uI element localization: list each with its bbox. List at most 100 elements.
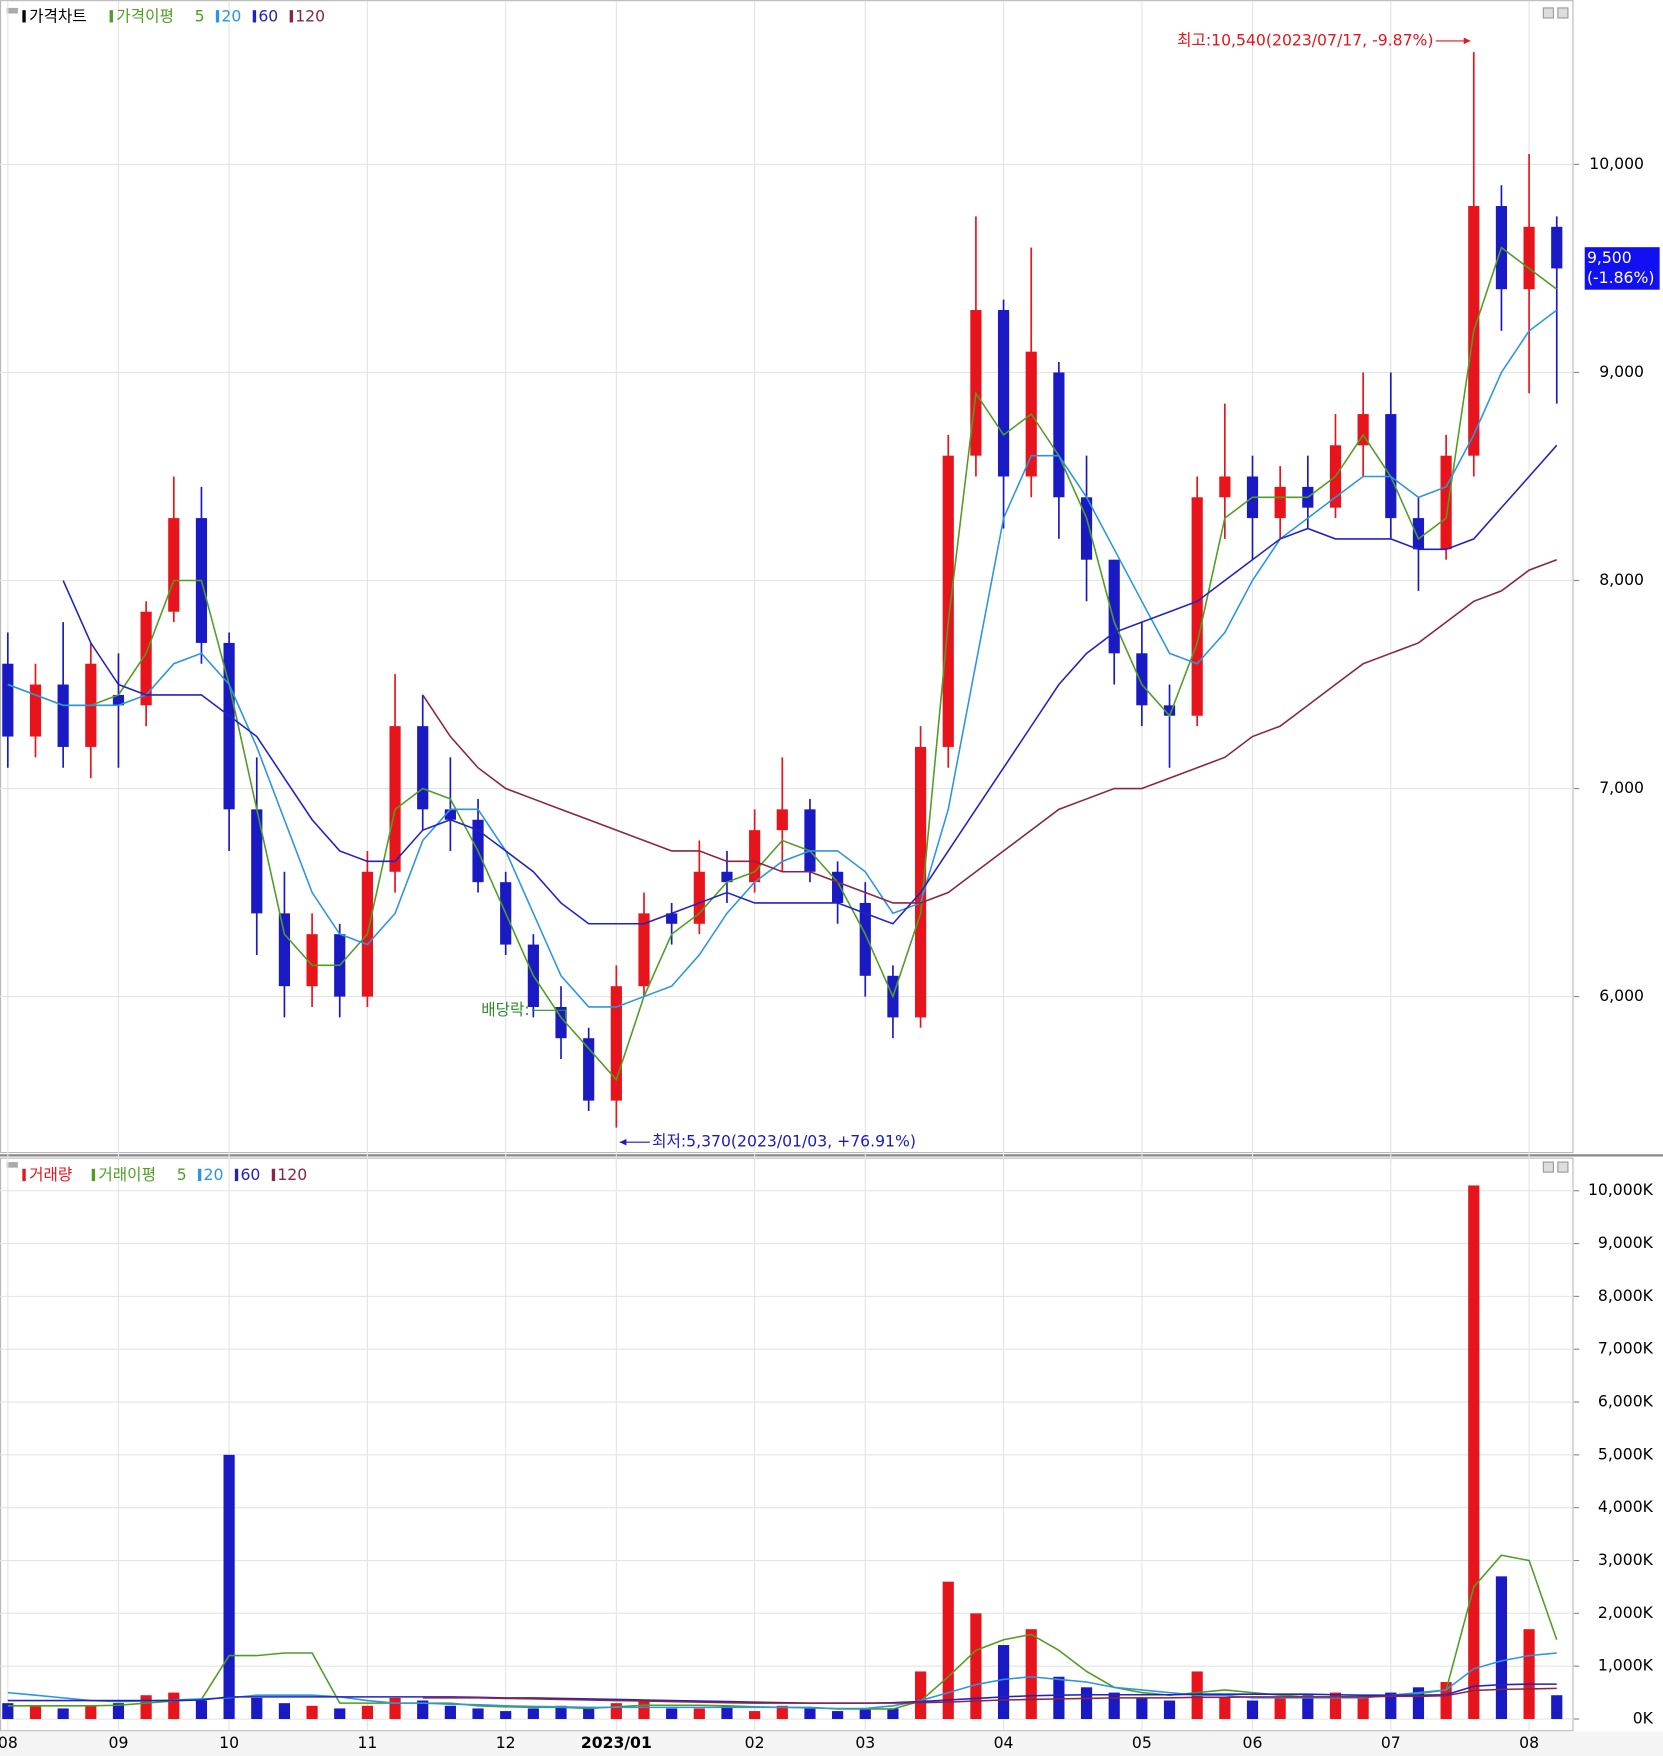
legend-ma-title: 거래이평 bbox=[98, 1165, 156, 1184]
legend-handle bbox=[6, 1162, 18, 1168]
y-tick-label: 1,000K bbox=[1598, 1656, 1654, 1675]
y-tick-label: 7,000K bbox=[1598, 1339, 1654, 1358]
x-tick-label: 02 bbox=[745, 1733, 765, 1752]
volume-bar bbox=[721, 1705, 733, 1720]
last-price-box bbox=[1584, 247, 1660, 290]
candle-body bbox=[914, 746, 927, 1018]
volume-bar bbox=[666, 1708, 678, 1720]
candle-body bbox=[583, 1038, 595, 1101]
candle-body bbox=[251, 809, 263, 914]
legend-entry: 60 bbox=[240, 1165, 260, 1184]
x-tick-label: 08 bbox=[1519, 1733, 1539, 1752]
candle-body bbox=[223, 642, 235, 810]
legend-entry: 20 bbox=[221, 6, 241, 25]
candle-body bbox=[444, 809, 456, 820]
legend-swatch bbox=[109, 10, 113, 23]
volume-bar bbox=[1246, 1700, 1259, 1720]
y-tick-label: 10,000K bbox=[1588, 1180, 1654, 1199]
volume-bar bbox=[610, 1703, 622, 1720]
y-tick-label: 8,000K bbox=[1598, 1286, 1654, 1305]
legend-entry: 60 bbox=[258, 6, 278, 25]
candle-body bbox=[997, 310, 1010, 477]
x-tick-label: 2023/01 bbox=[581, 1733, 652, 1752]
candle-body bbox=[638, 913, 650, 987]
candle-body bbox=[112, 694, 125, 706]
legend-entry: 5 bbox=[195, 6, 205, 25]
volume-bar bbox=[832, 1711, 844, 1720]
volume-bar bbox=[1495, 1576, 1508, 1720]
x-tick-label: 04 bbox=[994, 1733, 1014, 1752]
candle-body bbox=[942, 455, 954, 747]
volume-bar bbox=[361, 1705, 373, 1720]
candle-body bbox=[57, 684, 69, 747]
x-tick-label: 03 bbox=[855, 1733, 875, 1752]
high-arrowhead bbox=[1463, 37, 1471, 45]
volume-bar bbox=[1329, 1692, 1342, 1720]
legend-entry: 20 bbox=[204, 1165, 224, 1184]
legend-swatch bbox=[197, 1168, 202, 1182]
candle-body bbox=[1163, 705, 1176, 716]
minimize-button[interactable] bbox=[1542, 7, 1554, 19]
volume-bar bbox=[444, 1705, 456, 1720]
moving-average-line bbox=[7, 309, 1558, 1008]
candle-body bbox=[1551, 226, 1563, 269]
volume-bar bbox=[1053, 1676, 1065, 1720]
candle-body bbox=[2, 663, 14, 737]
candle-body bbox=[168, 518, 180, 612]
panel-buttons[interactable] bbox=[1542, 7, 1569, 1173]
x-tick-label: 12 bbox=[496, 1733, 516, 1752]
volume-bar bbox=[887, 1708, 899, 1720]
legend-entry: 120 bbox=[277, 1165, 307, 1184]
candle-body bbox=[1108, 559, 1120, 654]
volume-bar bbox=[1468, 1185, 1480, 1720]
volume-average-line bbox=[7, 1652, 1557, 1710]
y-tick-label: 3,000K bbox=[1598, 1550, 1654, 1569]
legend-handle bbox=[6, 7, 18, 14]
volume-bar bbox=[638, 1700, 650, 1720]
volume-bar bbox=[1025, 1629, 1037, 1720]
candle-body bbox=[1191, 497, 1203, 716]
volume-bar bbox=[334, 1708, 346, 1720]
volume-bar bbox=[1302, 1695, 1314, 1720]
y-tick-label: 8,000 bbox=[1599, 570, 1644, 589]
candle-body bbox=[1219, 476, 1231, 498]
volume-bar bbox=[251, 1697, 263, 1720]
last-change: (-1.86%) bbox=[1587, 268, 1655, 287]
y-tick-label: 7,000 bbox=[1599, 778, 1644, 797]
low-annotation: 최저:5,370(2023/01/03, +76.91%) bbox=[652, 1132, 916, 1151]
dividend-marker bbox=[531, 1009, 567, 1020]
minimize-button[interactable] bbox=[1542, 1161, 1554, 1173]
volume-bars bbox=[2, 1185, 1563, 1720]
volume-bar bbox=[1219, 1697, 1231, 1720]
candle-body bbox=[1412, 518, 1425, 550]
volume-bar bbox=[195, 1700, 208, 1720]
legend-ma-title: 가격이평 bbox=[116, 6, 174, 25]
volume-bar bbox=[527, 1708, 539, 1720]
legend-swatch bbox=[91, 1168, 96, 1182]
candle-body bbox=[1136, 653, 1148, 706]
volume-bar bbox=[914, 1671, 927, 1720]
y-tick-label: 2,000K bbox=[1598, 1603, 1654, 1622]
y-tick-label: 9,000K bbox=[1598, 1233, 1654, 1252]
volume-bar bbox=[500, 1711, 512, 1720]
x-tick-label: 10 bbox=[219, 1733, 239, 1752]
close-button[interactable] bbox=[1557, 1161, 1569, 1173]
volume-bar bbox=[693, 1708, 705, 1720]
candle-body bbox=[776, 809, 788, 831]
volume-bar bbox=[306, 1705, 318, 1720]
y-tick-label: 6,000K bbox=[1598, 1392, 1654, 1411]
volume-bar bbox=[2, 1703, 14, 1720]
volume-bar bbox=[997, 1645, 1010, 1720]
volume-bar bbox=[804, 1708, 816, 1720]
close-button[interactable] bbox=[1557, 7, 1569, 19]
legend-swatch bbox=[252, 10, 257, 23]
y-tick-label: 10,000 bbox=[1589, 154, 1644, 173]
volume-bar bbox=[1412, 1687, 1425, 1720]
candle-body bbox=[1053, 372, 1065, 498]
volume-bar bbox=[1357, 1697, 1369, 1720]
candle-body bbox=[1385, 414, 1397, 519]
legend-swatch bbox=[215, 10, 220, 23]
x-axis-band bbox=[0, 1731, 1663, 1756]
volume-bar bbox=[776, 1705, 788, 1720]
volume-bar bbox=[555, 1705, 567, 1720]
